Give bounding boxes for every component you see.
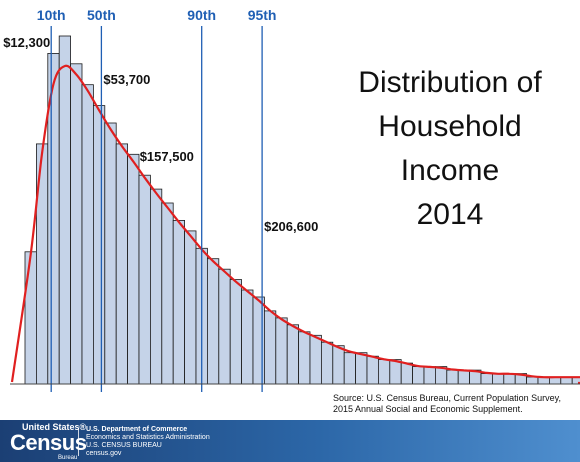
histogram-bar <box>286 324 300 385</box>
histogram-bar <box>81 84 94 385</box>
income-histogram: 10th $12,300 50th $53,700 90th $157,500 95th $2… <box>3 7 580 392</box>
histogram-bar <box>241 289 254 385</box>
histogram-bar <box>377 359 391 385</box>
histogram-bar <box>161 202 174 385</box>
percentile-value-label: $12,300 <box>3 35 50 50</box>
histogram-bar <box>320 341 334 385</box>
histogram-bar <box>70 63 83 385</box>
percentile-label: 95th <box>248 7 277 23</box>
logo-bureau: Bureau <box>58 455 78 461</box>
histogram-bar <box>412 366 425 385</box>
histogram-bar <box>423 366 436 385</box>
histogram-bar <box>218 268 231 385</box>
histogram-bar <box>229 279 242 385</box>
logo-united-states: United States® <box>22 422 87 432</box>
histogram-bar <box>104 122 117 385</box>
footer-divider <box>78 428 79 456</box>
histogram-bar <box>298 331 311 385</box>
histogram-bar <box>446 369 459 385</box>
percentile-label: 50th <box>87 7 116 23</box>
percentile-value-label: $53,700 <box>103 72 150 87</box>
histogram-bar <box>355 352 368 385</box>
histogram-bar <box>366 355 379 385</box>
histogram-bar <box>457 369 471 385</box>
footer-line-4: census.gov <box>86 450 122 457</box>
histogram-bar <box>389 359 402 385</box>
percentile-label: 10th <box>37 7 66 23</box>
histogram-bar <box>24 251 37 385</box>
percentile-value-label: $206,600 <box>264 219 318 234</box>
footer-line-2: Economics and Statistics Administration <box>86 434 210 441</box>
histogram-bar <box>138 174 151 385</box>
histogram-bar <box>206 258 220 385</box>
source-note: Source: U.S. Census Bureau, Current Popu… <box>333 393 561 414</box>
histogram-bar <box>400 362 414 385</box>
footer-line-1: U.S. Department of Commerce <box>86 426 188 433</box>
histogram-bar <box>480 373 493 385</box>
chart-title-line-4: 2014 <box>416 198 484 231</box>
histogram-bar <box>93 105 106 385</box>
census-footer: United States® Census Bureau U.S. Depart… <box>0 420 580 462</box>
chart-title-line-2: Household <box>378 110 522 143</box>
footer-line-3: U.S. CENSUS BUREAU <box>86 442 162 449</box>
histogram-bar <box>343 352 357 385</box>
histogram-bar <box>263 310 277 385</box>
footer-info: U.S. Department of Commerce Economics an… <box>86 426 210 458</box>
histogram-bar <box>58 35 72 385</box>
chart-title-line-1: Distribution of <box>358 66 542 99</box>
histogram-bar <box>526 376 539 385</box>
histogram-bar <box>275 317 288 385</box>
census-logo: Census <box>10 430 87 455</box>
chart-title-line-3: Income <box>400 154 500 187</box>
percentile-label: 90th <box>187 7 216 23</box>
histogram-bar <box>172 219 185 385</box>
density-curve <box>10 64 580 385</box>
histogram-bar <box>149 188 163 385</box>
histogram-bar <box>332 345 345 385</box>
histogram-bar <box>127 153 140 385</box>
histogram-bar <box>184 230 197 385</box>
histogram-bar <box>503 373 516 385</box>
percentile-value-label: $157,500 <box>140 149 194 164</box>
histogram-bar <box>491 373 505 385</box>
histogram-bar <box>115 143 128 385</box>
histogram-bar <box>309 334 322 385</box>
percentile-lines: 10th $12,300 50th $53,700 90th $157,500 95th $2… <box>3 7 318 392</box>
